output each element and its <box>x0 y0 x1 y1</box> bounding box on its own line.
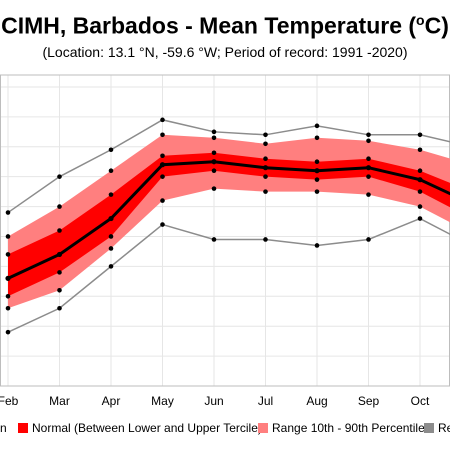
normal-upper-point <box>57 228 62 233</box>
normal-upper-point <box>160 153 165 159</box>
record-low-point <box>160 222 165 227</box>
x-tick-label: May <box>151 394 174 408</box>
legend-swatch-record <box>424 423 434 433</box>
normal-upper-point <box>108 192 114 197</box>
record-low-point <box>5 329 11 335</box>
x-tick-label: Oct <box>411 394 430 408</box>
x-tick-label: Apr <box>102 394 121 408</box>
legend-swatch-range <box>258 423 268 433</box>
normal-lower-point <box>314 177 320 182</box>
normal-lower-point <box>211 168 217 173</box>
record-low-point <box>417 216 423 221</box>
legend-label-range: Range 10th - 90th Percentile <box>272 421 425 435</box>
median-line <box>7 160 450 280</box>
legend: n Normal (Between Lower and Upper Tercil… <box>0 421 450 439</box>
normal-upper-point <box>314 159 320 165</box>
chart-title: CIMH, Barbados - Mean Temperature (oC) <box>0 12 450 40</box>
record-high-point <box>5 210 11 215</box>
median-point <box>365 165 372 171</box>
range-upper-point <box>417 147 423 153</box>
range-upper-point <box>160 132 165 138</box>
legend-item-normal: Normal (Between Lower and Upper Tercile) <box>18 421 262 435</box>
x-tick-label: Feb <box>0 394 19 408</box>
median-point <box>56 251 63 258</box>
legend-label-normal: Normal (Between Lower and Upper Tercile) <box>32 421 262 435</box>
normal-lower-point <box>108 234 114 239</box>
legend-swatch-normal <box>18 423 28 433</box>
normal-upper-point <box>263 156 268 162</box>
record-high-line <box>7 119 450 214</box>
range-lower-point <box>314 189 320 194</box>
median-point <box>314 168 320 174</box>
title-end: C) <box>424 12 449 39</box>
normal-lower-point <box>5 293 11 299</box>
range-upper-point <box>5 234 11 239</box>
normal-upper-point <box>211 150 217 156</box>
median-point <box>262 165 269 171</box>
range-upper-point <box>366 138 371 144</box>
range-upper-point <box>263 141 268 147</box>
legend-item-range: Range 10th - 90th Percentile <box>258 421 425 435</box>
median-point <box>211 159 217 165</box>
x-tick-label: Sep <box>358 394 380 408</box>
range-lower-point <box>211 186 217 191</box>
x-tick-label: Jun <box>204 394 223 408</box>
range-upper-point <box>211 135 217 141</box>
normal-lower-point <box>417 189 423 194</box>
record-high-point <box>366 132 371 138</box>
title-main: CIMH, Barbados - Mean Temperature ( <box>1 12 417 39</box>
range-lower-point <box>108 246 114 251</box>
record-high-point <box>160 117 165 123</box>
record-high-point <box>263 132 268 138</box>
record-low-point <box>211 237 217 242</box>
record-high-point <box>211 129 217 135</box>
record-low-point <box>263 237 268 242</box>
record-high-point <box>57 174 62 179</box>
legend-item-record: Re <box>424 421 450 435</box>
range-upper-point <box>314 135 320 141</box>
median-point <box>159 162 166 168</box>
title-degree-symbol: o <box>416 12 425 28</box>
median-point <box>5 275 11 281</box>
range-upper-point <box>108 168 114 173</box>
chart-subtitle: (Location: 13.1 °N, -59.6 °W; Period of … <box>42 44 408 60</box>
range-lower-point <box>366 192 371 197</box>
record-low-point <box>108 264 114 269</box>
range-upper-point <box>57 204 62 209</box>
normal-lower-point <box>263 174 268 179</box>
record-high-point <box>417 132 423 138</box>
record-low-point <box>366 237 371 242</box>
x-tick-label: Aug <box>306 394 327 408</box>
record-high-point <box>314 123 320 129</box>
median-point <box>417 177 423 183</box>
record-high-point <box>108 147 114 153</box>
normal-lower-point <box>57 270 62 275</box>
range-lower-point <box>57 288 62 293</box>
normal-band <box>8 152 450 297</box>
x-tick-label: Mar <box>49 394 70 408</box>
range-lower-point <box>263 189 268 194</box>
x-tick-label: Jul <box>258 394 273 408</box>
normal-upper-point <box>5 252 11 257</box>
normal-upper-point <box>417 168 423 173</box>
legend-label-median: n <box>0 421 7 435</box>
normal-lower-point <box>160 174 165 179</box>
record-low-point <box>314 243 320 248</box>
range-lower-point <box>5 305 11 311</box>
normal-upper-point <box>366 156 371 162</box>
normal-lower-point <box>366 174 371 179</box>
legend-item-median: n <box>0 421 7 435</box>
record-low-line <box>7 217 450 333</box>
record-low-point <box>57 305 62 311</box>
range-lower-point <box>417 204 423 209</box>
legend-label-record: Re <box>438 421 450 435</box>
range-lower-point <box>160 198 165 203</box>
median-point <box>108 215 114 222</box>
